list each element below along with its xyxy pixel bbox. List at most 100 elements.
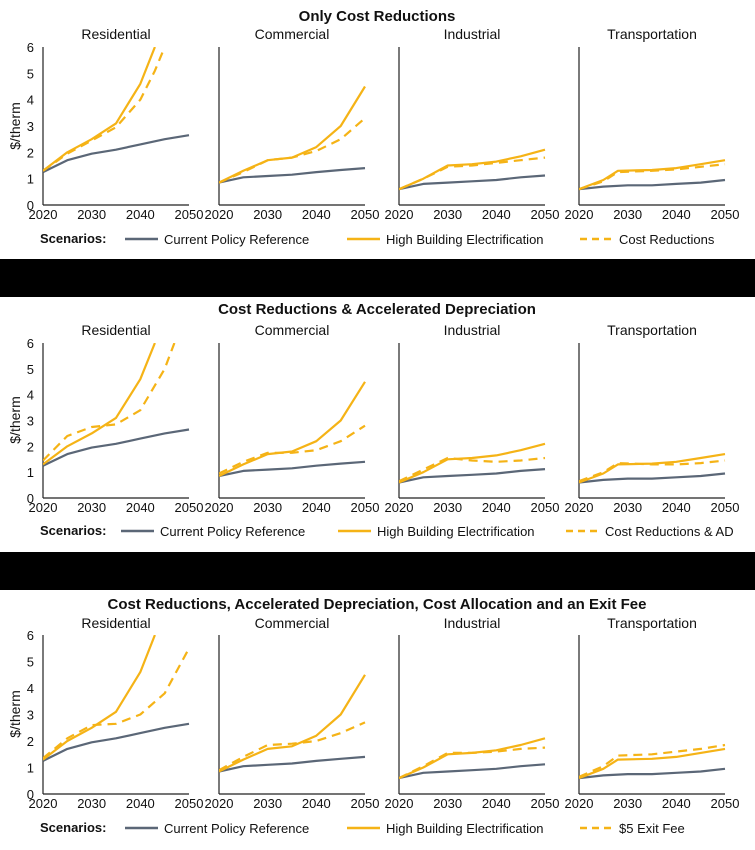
x-tick-label: 2050 [175,500,204,515]
y-axis-label: $/therm [7,102,23,149]
legend-heading: Scenarios: [40,523,106,538]
x-tick-label: 2050 [351,500,380,515]
y-tick-label: 2 [27,439,34,454]
x-tick-label: 2030 [77,500,106,515]
chart-panel-exit-fee: Cost Reductions, Accelerated Depreciatio… [0,590,755,850]
separator-band [0,259,755,297]
y-tick-label: 6 [27,40,34,55]
subplot-title: Industrial [444,26,501,42]
x-tick-label: 2030 [253,500,282,515]
chart-panel-only-cost-reductions: Only Cost Reductions $/therm 0 1 2 3 4 5 6 Reside… [0,0,755,259]
x-tick-label: 2040 [662,500,691,515]
x-tick-label: 2020 [565,207,594,222]
chart-panel-cost-reductions-ad: Cost Reductions & Accelerated Depreciati… [0,297,755,552]
reference-line [399,763,546,780]
electrification-line [43,343,156,466]
y-tick-label: 6 [27,628,34,643]
subplot-title: Transportation [607,615,697,631]
legend-label: Cost Reductions & AD [605,524,734,539]
x-tick-label: 2050 [531,796,560,811]
electrification-line [399,148,546,191]
legend-label: $5 Exit Fee [619,821,685,836]
y-tick-label: 0 [27,491,34,506]
chart-title: Cost Reductions & Accelerated Depreciati… [218,301,536,318]
chart-svg: Cost Reductions, Accelerated Depreciatio… [7,596,740,836]
x-tick-label: 2020 [29,796,58,811]
scenario-line [219,424,366,475]
x-tick-label: 2050 [175,796,204,811]
electrification-line [219,85,366,184]
reference-line [43,722,190,762]
reference-line [399,468,546,484]
x-tick-label: 2040 [662,796,691,811]
subplot-title: Residential [81,322,150,338]
x-tick-label: 2020 [385,500,414,515]
y-tick-label: 2 [27,734,34,749]
electrification-line [219,674,366,773]
x-tick-label: 2050 [711,796,740,811]
y-tick-label: 0 [27,198,34,213]
reference-line [579,472,726,484]
subplot-title: Transportation [607,322,697,338]
x-tick-label: 2030 [433,207,462,222]
subplot-title: Commercial [255,26,330,42]
x-tick-label: 2020 [385,796,414,811]
y-axis-label: $/therm [7,396,23,443]
y-axis-label: $/therm [7,690,23,737]
electrification-line [399,737,546,780]
scenario-line [579,459,726,483]
y-tick-label: 4 [27,681,34,696]
x-tick-label: 2050 [711,500,740,515]
reference-line [219,755,366,773]
y-tick-label: 3 [27,414,34,429]
x-tick-label: 2040 [482,207,511,222]
x-tick-label: 2030 [433,500,462,515]
subplot-title: Commercial [255,322,330,338]
x-tick-label: 2050 [351,207,380,222]
x-tick-label: 2020 [205,796,234,811]
x-tick-label: 2050 [351,796,380,811]
legend-heading: Scenarios: [40,231,106,246]
electrification-line [399,442,546,484]
x-tick-label: 2050 [175,207,204,222]
y-tick-label: 4 [27,388,34,403]
reference-line [43,134,190,174]
x-tick-label: 2030 [613,207,642,222]
chart-svg: Only Cost Reductions $/therm 0 1 2 3 4 5 6 Reside… [7,8,740,247]
x-tick-label: 2050 [711,207,740,222]
x-tick-label: 2020 [565,500,594,515]
subplot-title: Transportation [607,26,697,42]
x-tick-label: 2020 [205,207,234,222]
electrification-line [219,381,366,477]
y-tick-label: 1 [27,465,34,480]
x-tick-label: 2040 [662,207,691,222]
legend-label: High Building Electrification [386,232,544,247]
y-tick-label: 3 [27,708,34,723]
legend-label: Cost Reductions [619,232,715,247]
reference-line [43,428,190,467]
y-tick-label: 0 [27,787,34,802]
subplot-title: Commercial [255,615,330,631]
x-tick-label: 2040 [302,796,331,811]
x-tick-label: 2030 [253,207,282,222]
x-tick-label: 2030 [613,796,642,811]
reference-line [219,460,366,478]
scenario-line [579,743,726,778]
reference-line [579,178,726,191]
y-tick-label: 5 [27,655,34,670]
reference-line [399,174,546,191]
legend-label: Current Policy Reference [160,524,305,539]
chart-title: Cost Reductions, Accelerated Depreciatio… [107,596,646,613]
x-tick-label: 2030 [253,796,282,811]
y-tick-label: 6 [27,336,34,351]
x-tick-label: 2040 [126,500,155,515]
scenario-line [43,343,176,462]
x-tick-label: 2040 [126,207,155,222]
x-tick-label: 2040 [482,796,511,811]
scenario-line [399,746,546,780]
subplot-title: Industrial [444,322,501,338]
x-tick-label: 2020 [565,796,594,811]
legend-heading: Scenarios: [40,820,106,835]
subplot-title: Industrial [444,615,501,631]
scenario-line [399,156,546,191]
